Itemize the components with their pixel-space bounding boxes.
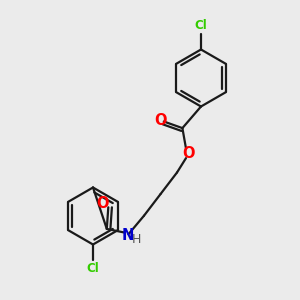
Text: O: O <box>154 113 167 128</box>
Text: Cl: Cl <box>87 262 99 275</box>
Text: O: O <box>182 146 195 160</box>
Text: H: H <box>132 233 142 246</box>
Text: Cl: Cl <box>195 19 207 32</box>
Text: N: N <box>121 228 134 243</box>
Text: O: O <box>97 196 109 211</box>
